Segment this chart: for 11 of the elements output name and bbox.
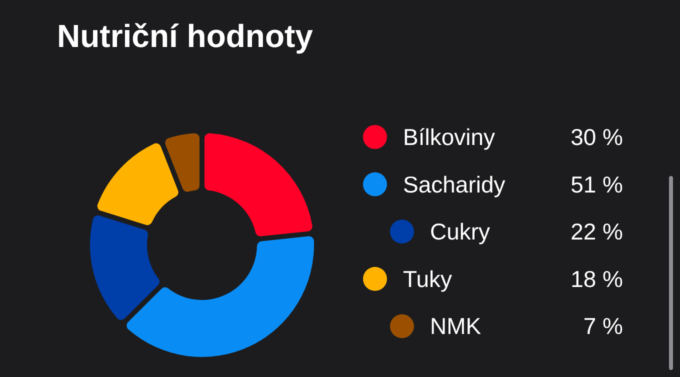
legend-label: NMK xyxy=(430,313,482,340)
data-label: 22 % xyxy=(570,218,623,245)
legend-label: Sacharidy xyxy=(403,171,506,198)
data-label: 18 % xyxy=(570,266,623,292)
legend-label: Bílkoviny xyxy=(403,124,496,150)
data-label: 7 % xyxy=(583,313,623,340)
legend-label: Tuky xyxy=(403,266,452,292)
chart-title: Nutriční hodnoty xyxy=(57,18,314,54)
data-label: 30 % xyxy=(570,124,623,150)
data-label: 51 % xyxy=(570,171,623,198)
legend-label: Cukry xyxy=(430,218,491,245)
